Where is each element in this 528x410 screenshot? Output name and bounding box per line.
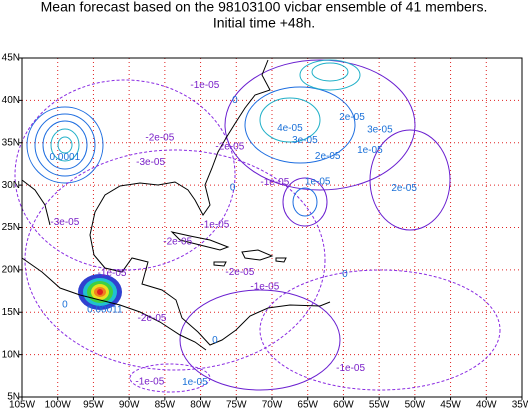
contour-label: 1e-05 — [182, 377, 208, 388]
contour-label: -2e-05 — [145, 132, 174, 143]
x-tick-label: 75W — [226, 400, 247, 410]
x-tick-label: 50W — [405, 400, 426, 410]
x-tick-label: 95W — [83, 400, 104, 410]
x-tick-label: 55W — [369, 400, 390, 410]
x-tick-label: 80W — [190, 400, 211, 410]
x-tick-label: 90W — [119, 400, 140, 410]
contour-label: 0.0001 — [50, 152, 81, 163]
contour-label: -3e-05 — [136, 157, 165, 168]
contour-label: -1e-05 — [135, 376, 164, 387]
y-tick-label: 5N — [7, 392, 20, 403]
y-tick-label: 10N — [2, 349, 20, 360]
contour-label: 0 — [62, 299, 68, 310]
coastlines — [21, 59, 331, 351]
x-tick-label: 65W — [297, 400, 318, 410]
contour-label: 3e-05 — [367, 125, 393, 136]
contour-label: -2e-05 — [215, 142, 244, 153]
x-tick-label: 105W — [9, 400, 36, 410]
contours — [14, 59, 501, 393]
contour-label: -1e-05 — [250, 281, 279, 292]
map-title: Mean forecast based on the 98103100 vicb… — [41, 0, 488, 15]
map-subtitle: Initial time +48h. — [213, 15, 315, 31]
x-tick-label: 100W — [45, 400, 72, 410]
x-tick-label: 45W — [440, 400, 461, 410]
contour-label: 4e-05 — [277, 123, 303, 134]
contour-label: -1e-05 — [200, 220, 229, 231]
y-tick-label: 25N — [2, 222, 20, 233]
x-tick-label: 60W — [333, 400, 354, 410]
y-tick-label: 30N — [2, 180, 20, 191]
contour-label: -2e-05 — [138, 313, 167, 324]
contour-label: -1e-05 — [98, 268, 127, 279]
contour-label: 2e-05 — [339, 112, 365, 123]
x-tick-label: 40W — [476, 400, 497, 410]
contour-label: 0 — [232, 95, 238, 106]
x-tick-label: 70W — [262, 400, 283, 410]
contour-label: 3e-05 — [292, 135, 318, 146]
y-tick-label: 40N — [2, 95, 20, 106]
contour-label: -1e-05 — [260, 177, 289, 188]
contour-label: -2e-05 — [163, 237, 192, 248]
contour-label: 1e-05 — [357, 145, 383, 156]
contour-label: -2e-05 — [225, 267, 254, 278]
y-tick-label: 35N — [2, 137, 20, 148]
contour-label: 0.00011 — [87, 304, 123, 315]
contour-label: 0 — [212, 335, 218, 346]
contour-label: -3e-05 — [50, 217, 79, 228]
contour-label: 2e-05 — [315, 151, 341, 162]
y-tick-label: 15N — [2, 307, 20, 318]
contour-label: 0 — [230, 182, 236, 193]
grid — [21, 57, 523, 398]
y-tick-label: 45N — [2, 53, 20, 64]
x-tick-label: 35W — [512, 400, 528, 410]
contour-label: -1e-05 — [190, 80, 219, 91]
contour-label: 2e-05 — [391, 183, 417, 194]
contour-label: 1e-05 — [305, 176, 331, 187]
contour-label: -1e-05 — [336, 363, 365, 374]
x-tick-label: 85W — [155, 400, 176, 410]
contour-label: 0 — [342, 269, 348, 280]
y-tick-label: 20N — [2, 265, 20, 276]
